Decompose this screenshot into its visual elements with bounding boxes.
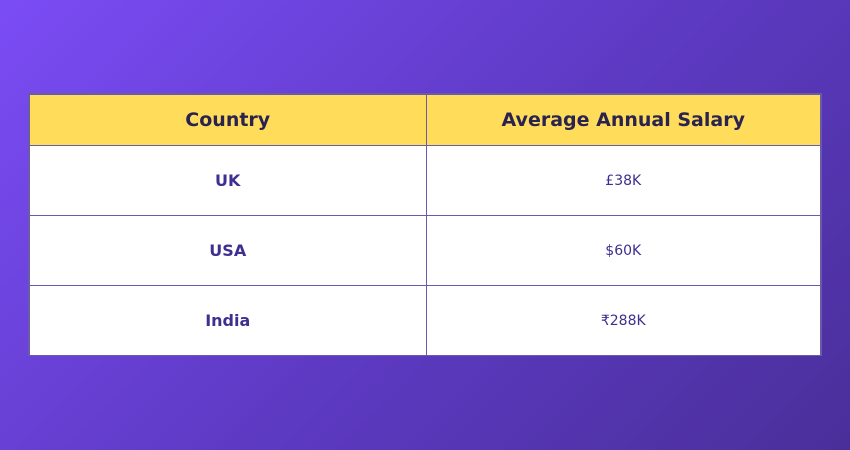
cell-country: UK [29,145,427,216]
table-row: USA $60K [29,215,821,286]
table-row: India ₹288K [29,285,821,356]
salary-comparison-table: Country Average Annual Salary UK £38K US… [29,94,821,356]
cell-salary: £38K [425,145,821,216]
header-country: Country [29,94,427,146]
header-salary: Average Annual Salary [425,94,821,146]
header-row: Country Average Annual Salary [29,94,821,146]
cell-country: India [29,285,427,356]
table-body: UK £38K USA $60K India ₹288K [29,145,821,356]
salary-table: Country Average Annual Salary UK £38K US… [28,93,822,356]
table-row: UK £38K [29,145,821,216]
cell-salary: ₹288K [425,285,821,356]
cell-country: USA [29,215,427,286]
cell-salary: $60K [425,215,821,286]
table-header: Country Average Annual Salary [29,94,821,146]
